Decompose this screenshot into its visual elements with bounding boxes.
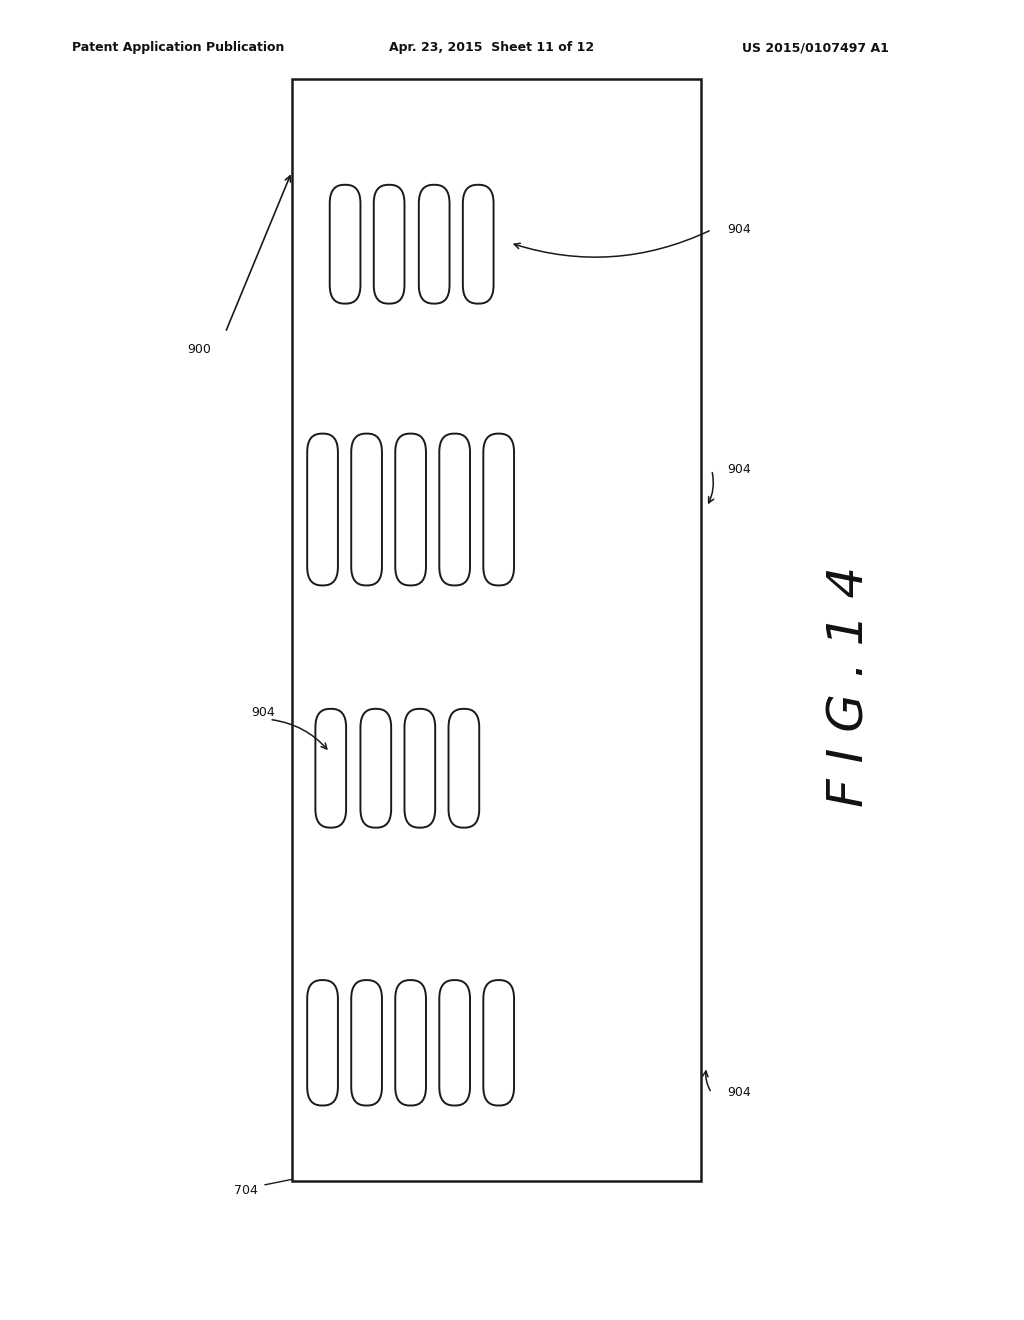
FancyBboxPatch shape	[351, 979, 382, 1106]
FancyBboxPatch shape	[439, 433, 470, 586]
FancyBboxPatch shape	[395, 433, 426, 586]
FancyBboxPatch shape	[439, 979, 470, 1106]
FancyBboxPatch shape	[463, 185, 494, 304]
Text: 704: 704	[233, 1184, 258, 1197]
FancyBboxPatch shape	[483, 979, 514, 1106]
FancyBboxPatch shape	[419, 185, 450, 304]
FancyBboxPatch shape	[307, 979, 338, 1106]
Text: Apr. 23, 2015  Sheet 11 of 12: Apr. 23, 2015 Sheet 11 of 12	[389, 41, 594, 54]
Text: F I G . 1 4: F I G . 1 4	[826, 566, 873, 807]
FancyBboxPatch shape	[449, 709, 479, 828]
FancyBboxPatch shape	[395, 979, 426, 1106]
FancyBboxPatch shape	[315, 709, 346, 828]
Text: 904: 904	[727, 1086, 751, 1100]
Text: 904: 904	[251, 706, 274, 719]
Text: US 2015/0107497 A1: US 2015/0107497 A1	[742, 41, 889, 54]
FancyBboxPatch shape	[374, 185, 404, 304]
FancyBboxPatch shape	[351, 433, 382, 586]
FancyBboxPatch shape	[483, 433, 514, 586]
Text: 904: 904	[727, 223, 751, 236]
FancyBboxPatch shape	[292, 79, 701, 1181]
FancyBboxPatch shape	[360, 709, 391, 828]
FancyBboxPatch shape	[404, 709, 435, 828]
FancyBboxPatch shape	[330, 185, 360, 304]
Text: 900: 900	[187, 343, 212, 356]
Text: 904: 904	[727, 463, 751, 477]
FancyBboxPatch shape	[307, 433, 338, 586]
Text: Patent Application Publication: Patent Application Publication	[72, 41, 284, 54]
